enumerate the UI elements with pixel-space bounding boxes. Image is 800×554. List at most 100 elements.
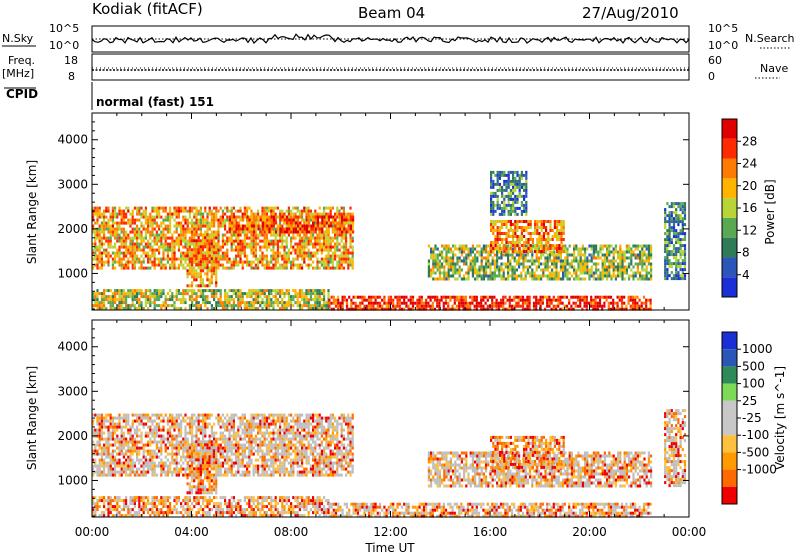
scatter-cell (334, 221, 337, 225)
scatter-cell (221, 245, 224, 249)
scatter-cell (136, 224, 139, 228)
scatter-cell (307, 239, 310, 243)
scatter-cell (672, 235, 676, 239)
scatter-cell (149, 236, 152, 240)
scatter-cell (524, 265, 527, 269)
scatter-cell (549, 220, 552, 223)
scatter-cell (349, 215, 352, 219)
scatter-cell (153, 263, 156, 267)
scatter-cell (199, 289, 202, 293)
scatter-cell (303, 304, 306, 308)
scatter-cell (490, 241, 493, 244)
scatter-cell (639, 274, 642, 278)
scatter-cell (144, 230, 147, 234)
scatter-cell (285, 239, 288, 243)
scatter-cell (140, 254, 143, 258)
scatter-cell (96, 218, 99, 222)
scatter-cell (175, 289, 178, 293)
scatter-cell (562, 244, 565, 248)
scatter-cell (279, 263, 282, 267)
scatter-cell (491, 262, 494, 266)
scatter-cell (188, 260, 191, 264)
scatter-cell (299, 215, 302, 219)
scatter-cell (129, 260, 132, 264)
scatter-cell (553, 247, 556, 250)
scatter-cell (182, 301, 185, 305)
scatter-cell (535, 298, 538, 302)
scatter-cell (559, 268, 562, 272)
scatter-cell (557, 277, 560, 281)
scatter-cell (675, 268, 678, 272)
scatter-cell (261, 233, 264, 237)
scatter-cell (261, 289, 264, 293)
scatter-cell (612, 250, 615, 254)
scatter-cell (259, 260, 262, 264)
scatter-cell (436, 259, 439, 263)
scatter-cell (444, 307, 448, 311)
scatter-cell (359, 307, 362, 311)
scatter-cell (515, 268, 518, 272)
scatter-cell (619, 262, 622, 266)
scatter-cell (323, 248, 326, 252)
scatter-cell (100, 263, 103, 267)
scatter-cell (559, 298, 562, 302)
scatter-cell (173, 257, 176, 261)
scatter-cell (136, 248, 139, 252)
scatter-cell (509, 262, 512, 266)
scatter-cell (474, 262, 477, 266)
scatter-cell (551, 244, 554, 247)
scatter-cell (329, 206, 332, 210)
scatter-cell (298, 236, 301, 240)
scatter-cell (299, 230, 302, 234)
scatter-cell (250, 251, 253, 255)
scatter-cell (144, 298, 147, 302)
scatter-cell (551, 271, 554, 275)
scatter-cell (215, 263, 218, 267)
scatter-cell (612, 307, 615, 311)
scatter-cell (556, 223, 559, 226)
scatter-cell (175, 242, 178, 246)
scatter-cell (528, 301, 531, 305)
scatter-cell (294, 218, 297, 222)
scatter-cell (122, 292, 125, 296)
scatter-cell (323, 218, 326, 222)
scatter-cell (492, 229, 495, 232)
scatter-cell (307, 254, 310, 258)
scatter-cell (279, 266, 282, 270)
scatter-cell (276, 298, 279, 302)
scatter-cell (342, 248, 345, 252)
scatter-cell (327, 215, 330, 219)
scatter-cell (668, 265, 671, 269)
scatter-cell (359, 301, 362, 305)
power-colorbar-segment (722, 119, 737, 139)
scatter-cell (577, 253, 580, 257)
scatter-cell (558, 232, 561, 235)
scatter-cell (197, 251, 200, 255)
scatter-cell (155, 233, 158, 237)
scatter-cell (639, 256, 642, 260)
scatter-cell (155, 230, 158, 234)
scatter-cell (668, 229, 671, 233)
scatter-cell (586, 262, 589, 266)
scatter-cell (208, 221, 211, 225)
scatter-cell (494, 235, 497, 238)
scatter-cell (458, 247, 461, 251)
scatter-cell (482, 304, 485, 308)
scatter-cell (683, 253, 687, 257)
scatter-cell (449, 259, 452, 263)
scatter-cell (191, 206, 194, 210)
scatter-cell (469, 307, 472, 311)
scatter-cell (454, 277, 457, 281)
scatter-cell (599, 244, 602, 248)
scatter-cell (292, 230, 295, 234)
scatter-cell (283, 295, 286, 299)
scatter-cell (98, 260, 101, 264)
scatter-cell (555, 274, 558, 278)
scatter-cell (197, 266, 200, 270)
scatter-cell (520, 209, 523, 213)
scatter-cell (94, 209, 97, 213)
scatter-cell (441, 256, 444, 260)
scatter-cell (257, 236, 260, 240)
scatter-cell (427, 274, 430, 278)
scatter-cell (512, 173, 515, 177)
